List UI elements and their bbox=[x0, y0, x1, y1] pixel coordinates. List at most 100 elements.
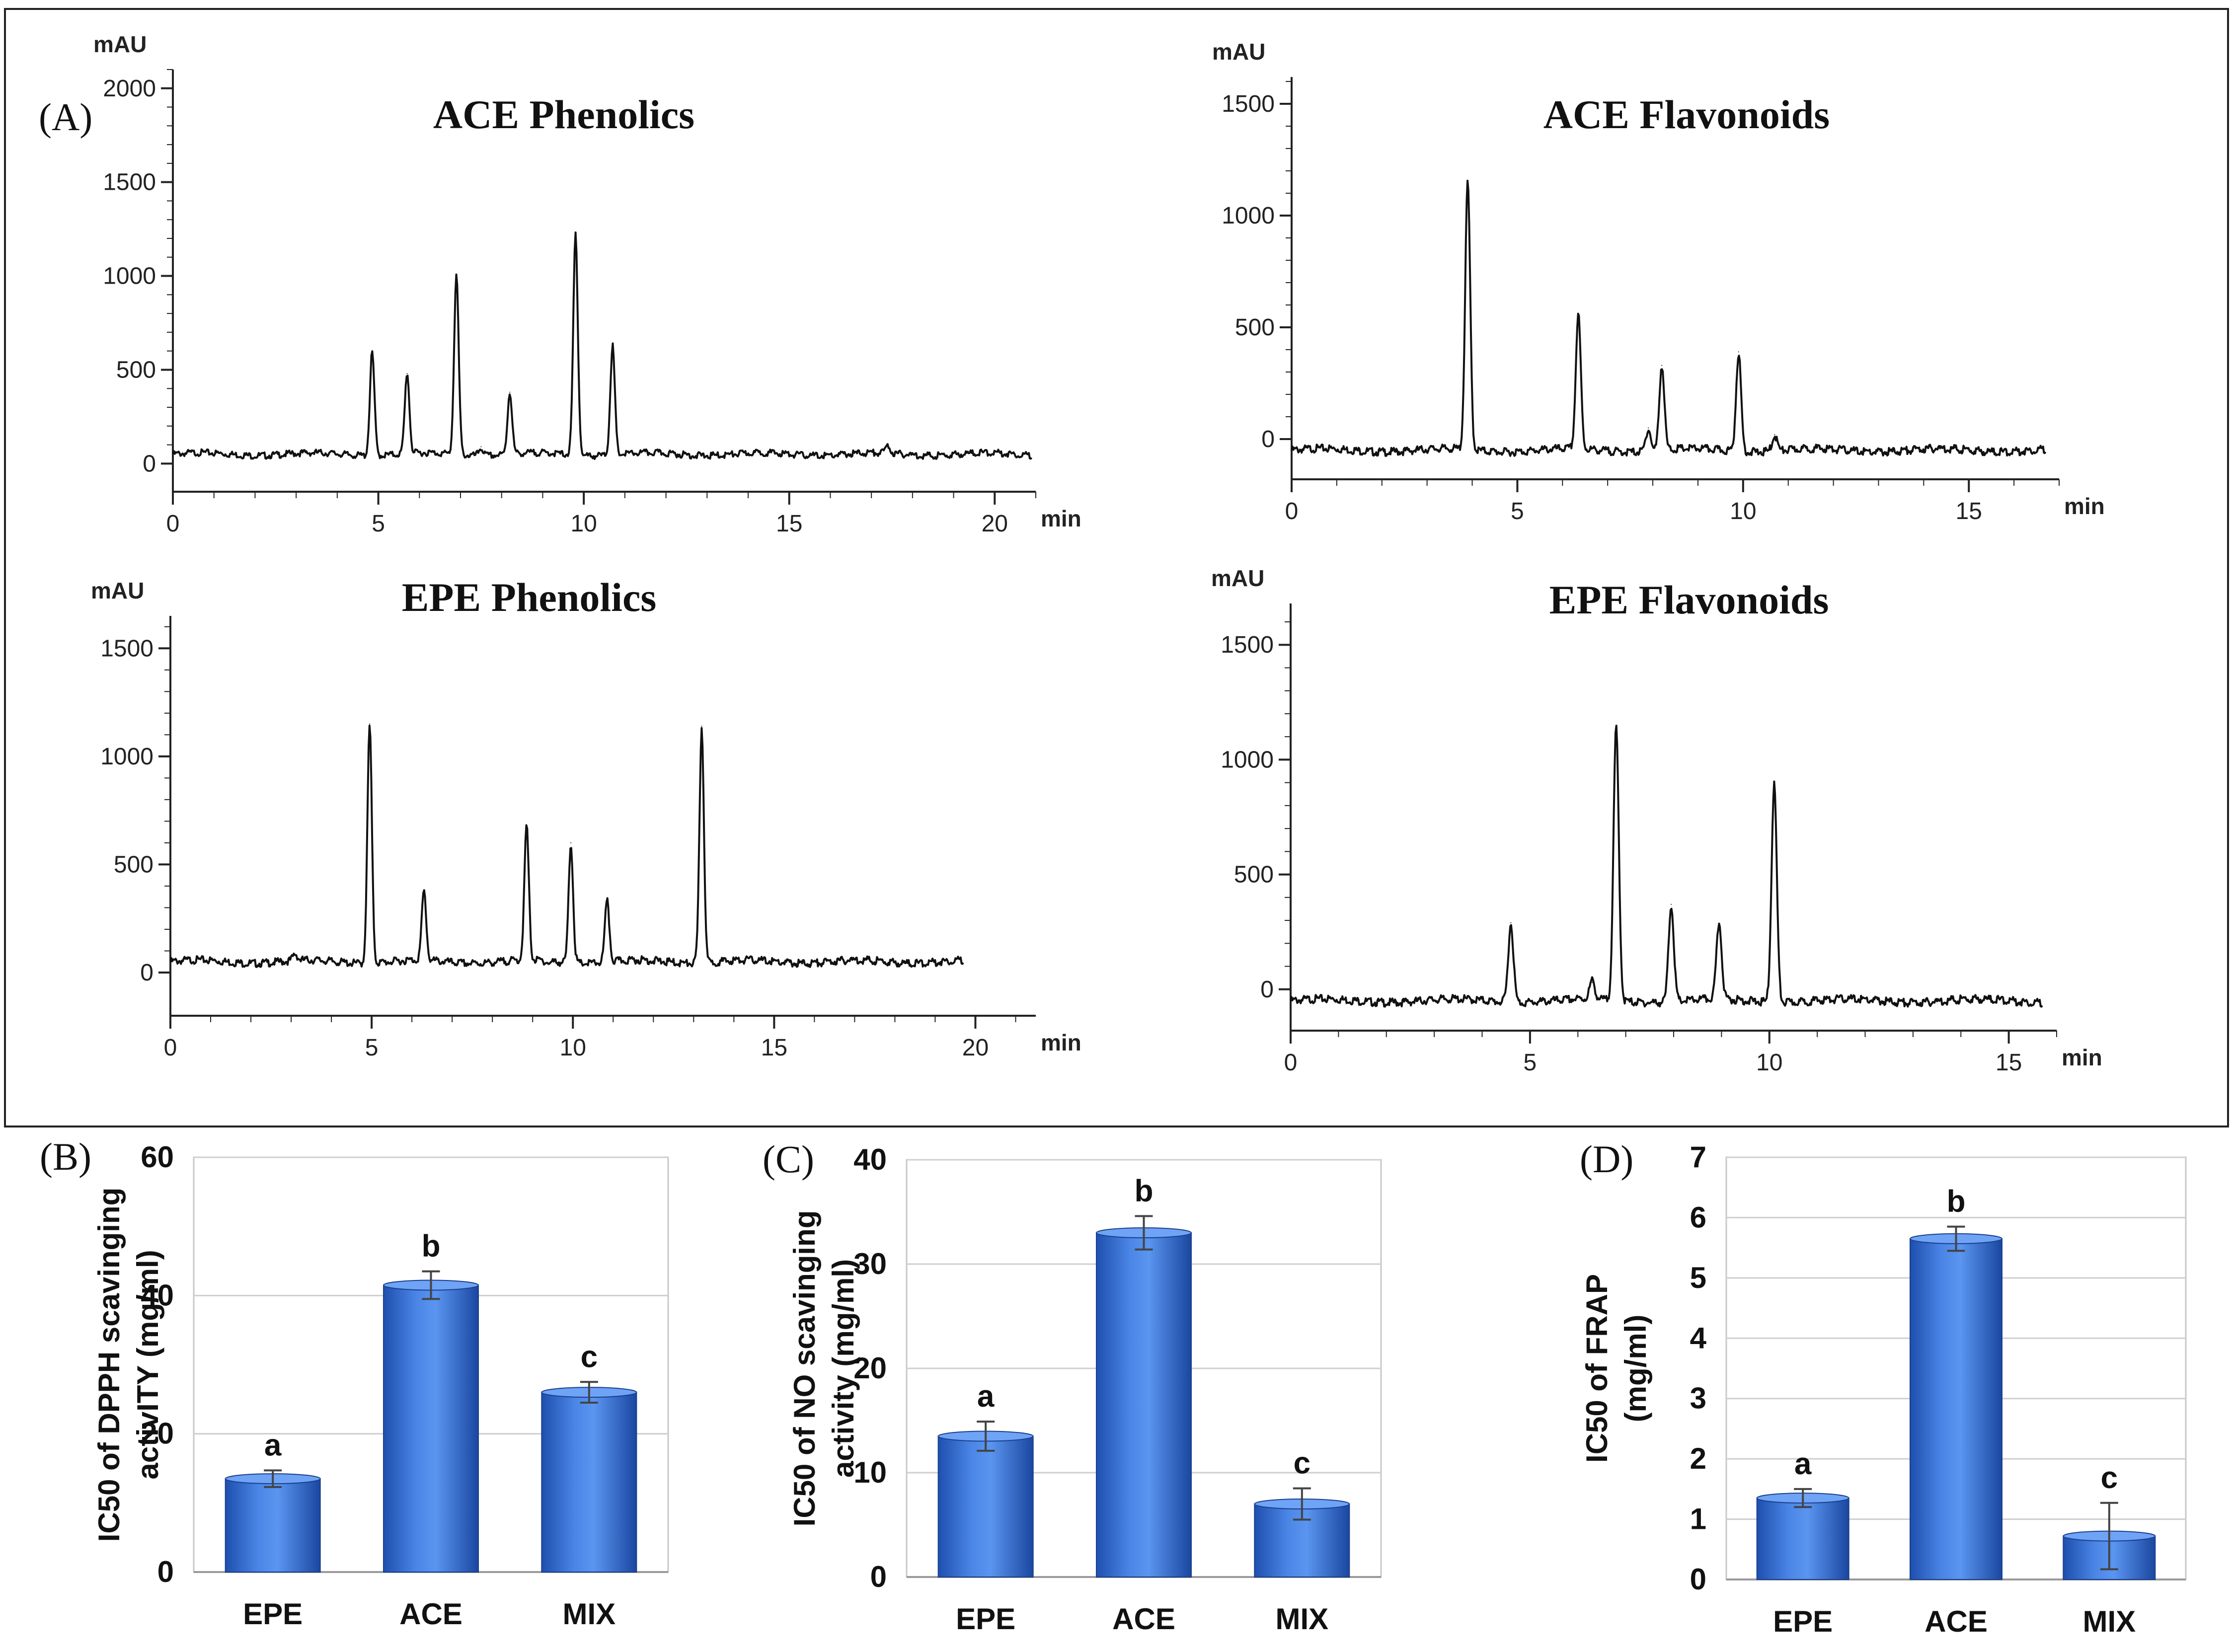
y-tick-label: 1500 bbox=[1221, 632, 1274, 658]
y-tick-label: 0 bbox=[143, 451, 156, 477]
panel-label: (C) bbox=[763, 1137, 814, 1181]
peak-apex bbox=[1592, 981, 1593, 983]
y-unit-label: mAU bbox=[91, 578, 144, 603]
peak-apex bbox=[701, 725, 702, 727]
peak-apex bbox=[480, 446, 482, 448]
x-tick-label: 5 bbox=[1524, 1050, 1537, 1076]
x-tick-label: 15 bbox=[1996, 1050, 2022, 1076]
y-tick-label: 0 bbox=[140, 960, 154, 986]
x-tick-label: 15 bbox=[1956, 498, 1982, 525]
y-tick-label: 4 bbox=[1690, 1321, 1707, 1354]
bar-ACE bbox=[383, 1284, 479, 1573]
y-tick-label: 500 bbox=[1234, 862, 1274, 888]
x-tick-label: 0 bbox=[166, 511, 180, 537]
peak-apex bbox=[1661, 365, 1663, 366]
peak-apex bbox=[570, 842, 572, 843]
bar-chart-(B): (B) 0 20 40 60 IC50 of DPPH scavinging activIT… bbox=[40, 1135, 669, 1631]
x-category-label: EPE bbox=[243, 1597, 303, 1631]
x-tick-label: 10 bbox=[1730, 498, 1756, 525]
x-category-label: ACE bbox=[1925, 1605, 1988, 1638]
panel-a-label: (A) bbox=[39, 95, 92, 139]
y-tick-label: 500 bbox=[116, 357, 156, 383]
bar-MIX bbox=[541, 1392, 637, 1573]
x-tick-label: 5 bbox=[1511, 498, 1524, 525]
y-axis-label-line2: activity (mg/ml) bbox=[827, 1259, 860, 1478]
peak-apex bbox=[1578, 315, 1579, 317]
peak-apex bbox=[1773, 782, 1775, 783]
peak-apex bbox=[423, 892, 425, 893]
x-tick-label: 10 bbox=[570, 511, 597, 537]
x-category-label: EPE bbox=[1773, 1605, 1833, 1638]
peak-apex bbox=[1616, 727, 1617, 728]
y-tick-label: 1500 bbox=[1222, 91, 1275, 117]
chromatogram-trace bbox=[1290, 725, 2043, 1008]
bar-ACE bbox=[1096, 1232, 1192, 1577]
significance-letter: b bbox=[1135, 1174, 1154, 1208]
peak-apex bbox=[612, 345, 614, 346]
x-category-label: MIX bbox=[2082, 1605, 2136, 1638]
bar-ACE bbox=[1910, 1238, 2002, 1580]
y-tick-label: 40 bbox=[853, 1143, 887, 1176]
peak-apex bbox=[1671, 903, 1672, 905]
x-tick-label: 0 bbox=[1284, 1050, 1298, 1076]
x-unit-label: min bbox=[1041, 1030, 1081, 1055]
y-tick-label: 7 bbox=[1690, 1140, 1706, 1174]
peak-apex bbox=[456, 273, 457, 275]
y-tick-label: 0 bbox=[1260, 976, 1274, 1003]
significance-letter: a bbox=[264, 1428, 282, 1462]
x-tick-label: 0 bbox=[164, 1035, 177, 1061]
x-tick-label: 5 bbox=[365, 1035, 379, 1061]
y-unit-label: mAU bbox=[1211, 565, 1264, 591]
y-tick-label: 20 bbox=[141, 1417, 174, 1450]
x-tick-label: 20 bbox=[962, 1035, 989, 1061]
chromatogram-3: EPE Phenolics mAU min 0 500 1000 1500 0 5 10 15 20 bbox=[91, 575, 1081, 1061]
chromatogram-trace bbox=[169, 725, 964, 968]
peak-apex bbox=[406, 373, 408, 374]
y-axis-label-line1: IC50 of NO scavinging bbox=[788, 1210, 821, 1527]
peak-apex bbox=[372, 350, 373, 352]
y-tick-label: 500 bbox=[114, 851, 154, 878]
y-axis-label: IC50 of NO scavinging activity (mg/ml) bbox=[788, 1210, 860, 1527]
peak-apex bbox=[1647, 427, 1649, 429]
y-tick-label: 1000 bbox=[100, 744, 154, 770]
chromatogram-4: EPE Flavonoids mAU min 0 500 1000 1500 0 5 10 15 bbox=[1211, 565, 2102, 1076]
y-axis-label-line2: activITY (mg/ml) bbox=[131, 1250, 164, 1479]
x-tick-label: 15 bbox=[776, 511, 802, 537]
x-tick-label: 5 bbox=[372, 511, 385, 537]
y-tick-label: 2 bbox=[1690, 1442, 1706, 1475]
x-category-label: ACE bbox=[1112, 1602, 1175, 1636]
y-tick-label: 0 bbox=[1261, 426, 1275, 452]
peak-apex bbox=[1774, 434, 1775, 435]
y-axis-label-line2: (mg/ml) bbox=[1619, 1315, 1652, 1423]
x-tick-label: 10 bbox=[1756, 1050, 1782, 1076]
significance-letter: a bbox=[977, 1379, 995, 1414]
significance-letter: b bbox=[422, 1229, 441, 1264]
bar-chart-(C): (C) 0 10 20 30 40 IC50 of NO scavinging activit… bbox=[763, 1137, 1382, 1636]
chart-title: EPE Flavonoids bbox=[1549, 577, 1829, 622]
peak-apex bbox=[1718, 924, 1720, 926]
x-category-label: MIX bbox=[1275, 1602, 1328, 1636]
chart-title: ACE Flavonoids bbox=[1543, 92, 1830, 137]
y-axis-label-line1: IC50 of DPPH scavinging bbox=[92, 1188, 126, 1542]
y-tick-label: 20 bbox=[853, 1352, 887, 1385]
y-axis-label-line1: IC50 of FRAP bbox=[1580, 1274, 1614, 1463]
peak-apex bbox=[1738, 351, 1739, 353]
y-tick-label: 40 bbox=[141, 1278, 174, 1312]
bar-EPE bbox=[1756, 1498, 1849, 1580]
peak-apex bbox=[1510, 922, 1512, 923]
y-tick-label: 60 bbox=[141, 1140, 174, 1174]
chart-title: ACE Phenolics bbox=[433, 92, 694, 137]
peak-apex bbox=[548, 963, 549, 965]
x-tick-label: 10 bbox=[560, 1035, 586, 1061]
x-category-label: MIX bbox=[562, 1597, 616, 1631]
peak-apex bbox=[369, 723, 371, 725]
x-tick-label: 0 bbox=[1285, 498, 1299, 525]
y-unit-label: mAU bbox=[93, 31, 147, 57]
y-tick-label: 0 bbox=[1690, 1563, 1706, 1596]
x-category-label: ACE bbox=[399, 1597, 462, 1631]
chromatogram-2: ACE Flavonoids mAU min 0 500 1000 1500 0 5 10 15 bbox=[1212, 39, 2105, 525]
panel-a-frame bbox=[4, 8, 2229, 1127]
